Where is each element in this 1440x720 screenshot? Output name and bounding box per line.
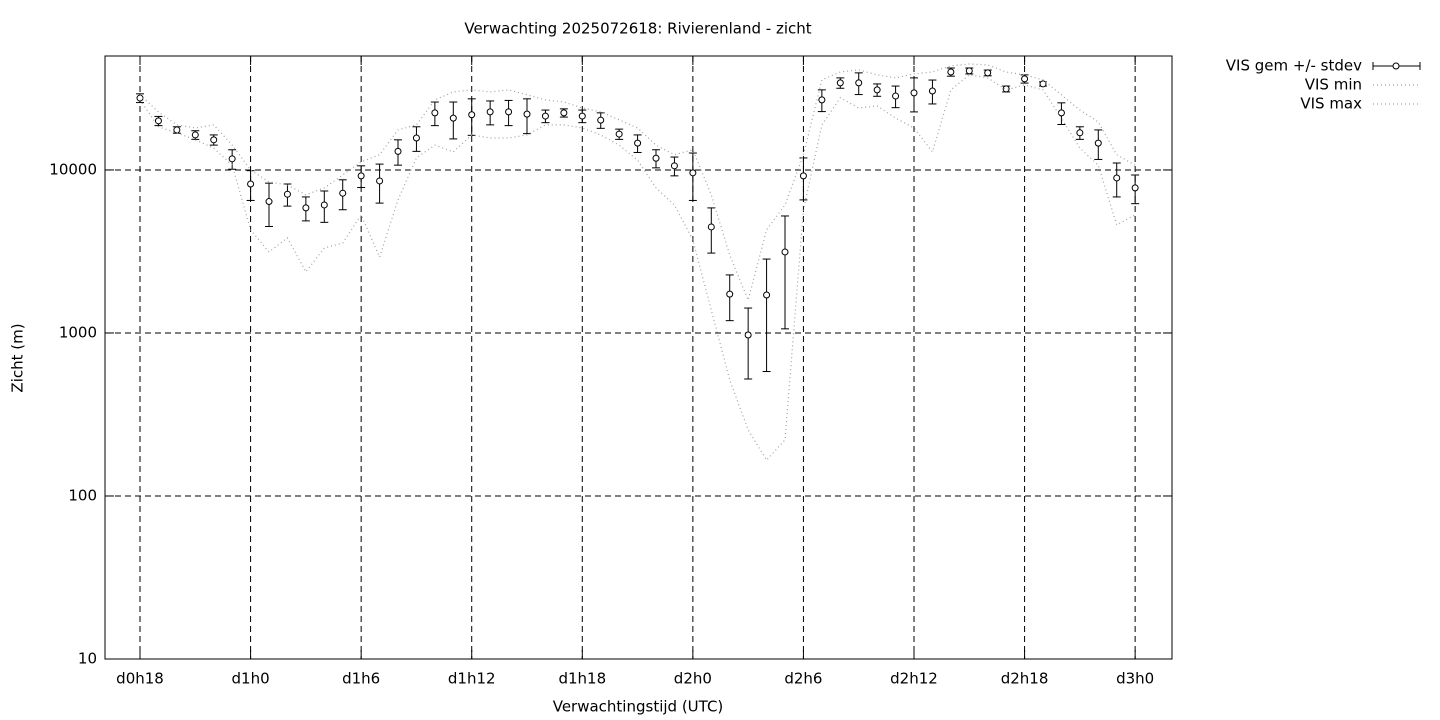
point [689, 169, 697, 177]
point [283, 190, 291, 198]
x-tick-label: d1h6 [342, 670, 380, 688]
point [523, 110, 531, 118]
x-axis-label: Verwachtingstijd (UTC) [553, 698, 724, 716]
point [799, 172, 807, 180]
point [154, 117, 162, 125]
point [320, 201, 328, 209]
point [468, 111, 476, 119]
point [1002, 85, 1010, 93]
point [910, 89, 918, 97]
point [855, 79, 863, 87]
point [376, 177, 384, 185]
x-tick-label: d1h18 [558, 670, 606, 688]
error-bar [781, 215, 790, 330]
x-tick-label: d2h0 [674, 670, 712, 688]
point [412, 134, 420, 142]
point [247, 180, 255, 188]
y-axis-label: Zicht (m) [9, 323, 27, 392]
y-tick-label: 100 [68, 486, 97, 504]
point [892, 92, 900, 100]
point [486, 108, 494, 116]
point [1113, 174, 1121, 182]
point [707, 223, 715, 231]
point [615, 130, 623, 138]
point [1094, 139, 1102, 147]
point [744, 331, 752, 339]
point [265, 198, 273, 206]
x-tick-label: d0h18 [116, 670, 164, 688]
x-tick-label: d1h0 [232, 670, 270, 688]
error-bar [744, 307, 753, 380]
point [228, 155, 236, 163]
point [670, 162, 678, 170]
x-tick-label: d2h18 [1001, 670, 1049, 688]
x-tick-label: d3h0 [1116, 670, 1154, 688]
point [1039, 80, 1047, 88]
point [597, 116, 605, 124]
point [173, 126, 181, 134]
point [1076, 129, 1084, 137]
point [1057, 109, 1065, 117]
min-max-line [139, 63, 1136, 303]
point [726, 290, 734, 298]
point [394, 147, 402, 155]
chart-title: Verwachting 2025072618: Rivierenland - z… [464, 20, 811, 38]
point [449, 114, 457, 122]
point [1021, 75, 1029, 83]
point [1131, 184, 1139, 192]
x-tick-label: d2h6 [784, 670, 822, 688]
point [836, 79, 844, 87]
point [984, 69, 992, 77]
error-bar [762, 258, 771, 373]
point [947, 68, 955, 76]
point [818, 96, 826, 104]
error-bar [707, 207, 716, 254]
legend-label: VIS min [1305, 76, 1362, 94]
x-tick-label: d1h12 [448, 670, 496, 688]
legend-swatch [1392, 62, 1400, 70]
point [210, 136, 218, 144]
point [578, 112, 586, 120]
x-tick-label: d2h12 [890, 670, 938, 688]
legend-label: VIS max [1300, 95, 1362, 113]
point [873, 86, 881, 94]
y-tick-label: 10 [78, 650, 97, 668]
min-max-line [139, 74, 1136, 462]
point [302, 204, 310, 212]
point [339, 189, 347, 197]
point [965, 67, 973, 75]
error-bar [688, 152, 697, 201]
point [431, 109, 439, 117]
y-tick-label: 1000 [59, 323, 97, 341]
point [928, 87, 936, 95]
point [652, 154, 660, 162]
point [634, 139, 642, 147]
point [560, 109, 568, 117]
point [505, 108, 513, 116]
error-bar [725, 274, 734, 322]
y-tick-label: 10000 [49, 160, 97, 178]
point [781, 248, 789, 256]
point [541, 112, 549, 120]
point [763, 291, 771, 299]
point [191, 131, 199, 139]
legend-label: VIS gem +/- stdev [1226, 57, 1362, 75]
plot-frame [104, 55, 1173, 660]
point [357, 172, 365, 180]
